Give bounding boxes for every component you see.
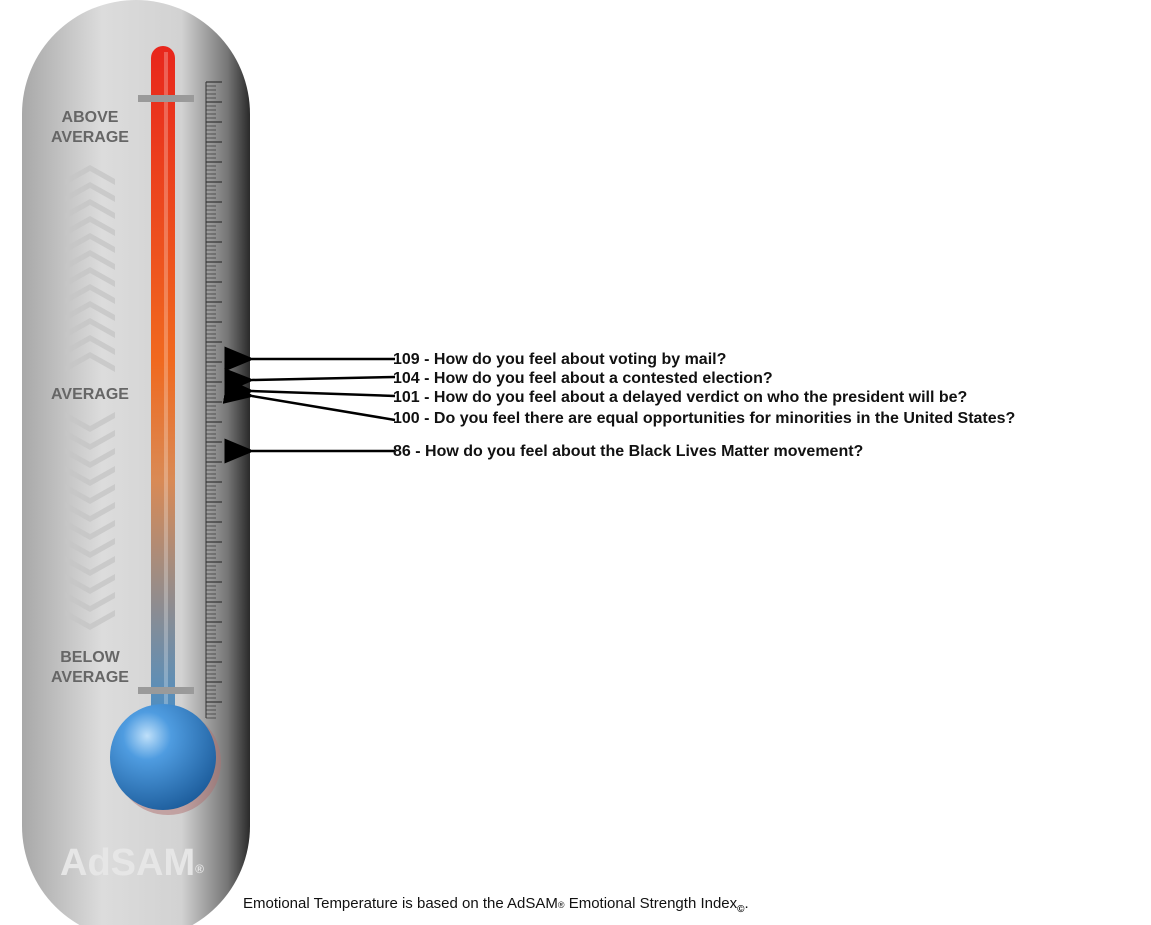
footer-text: . <box>745 895 749 912</box>
footer-text: Emotional Temperature is based on the Ad… <box>243 895 558 912</box>
down-chevron <box>65 502 115 522</box>
bulb <box>110 704 216 810</box>
logo-text: AdSAM <box>60 842 195 884</box>
up-chevron <box>65 233 115 253</box>
arrow <box>224 368 396 394</box>
down-chevron <box>65 592 115 612</box>
logo: AdSAM® <box>60 842 204 884</box>
down-chevron <box>65 610 115 630</box>
up-chevron <box>65 250 115 270</box>
up-chevron <box>65 199 115 219</box>
down-chevron <box>65 556 115 576</box>
logo-mark: ® <box>195 862 204 876</box>
down-chevron <box>65 412 115 432</box>
arrows <box>222 346 396 464</box>
item-label: 100 - Do you feel there are equal opport… <box>393 410 1015 427</box>
footer: Emotional Temperature is based on the Ad… <box>243 895 749 915</box>
down-chevron <box>65 520 115 540</box>
item-label: 109 - How do you feel about voting by ma… <box>393 351 726 368</box>
scale-label: BELOW <box>60 649 120 666</box>
down-chevron <box>65 574 115 594</box>
clip <box>138 95 194 102</box>
scale-label: AVERAGE <box>51 386 129 403</box>
item-label: 101 - How do you feel about a delayed ve… <box>393 389 967 406</box>
item-label: 86 - How do you feel about the Black Liv… <box>393 443 863 460</box>
up-chevron <box>65 318 115 338</box>
up-chevron <box>65 284 115 304</box>
up-chevron <box>65 267 115 287</box>
up-chevron <box>65 335 115 355</box>
up-chevron <box>65 216 115 236</box>
up-chevron <box>65 301 115 321</box>
scale-label: ABOVE <box>62 109 119 126</box>
scale-label: AVERAGE <box>51 669 129 686</box>
down-chevron <box>65 448 115 468</box>
down-chevron <box>65 484 115 504</box>
down-chevron <box>65 538 115 558</box>
up-chevron <box>65 165 115 185</box>
up-chevron <box>65 352 115 372</box>
tube-shine <box>164 52 168 732</box>
down-chevron <box>65 466 115 486</box>
arrow <box>222 379 396 422</box>
tube <box>151 46 175 746</box>
footer-text: Emotional Strength Index <box>565 895 738 912</box>
up-chevron <box>65 182 115 202</box>
scale-ticks <box>205 81 222 719</box>
clip <box>138 687 194 694</box>
arrow <box>224 377 396 403</box>
scale-label: AVERAGE <box>51 129 129 146</box>
chevrons <box>65 165 115 630</box>
footer-mark: © <box>737 904 745 915</box>
footer-mark: ® <box>558 900 565 910</box>
down-chevron <box>65 430 115 450</box>
item-label: 104 - How do you feel about a contested … <box>393 370 773 387</box>
